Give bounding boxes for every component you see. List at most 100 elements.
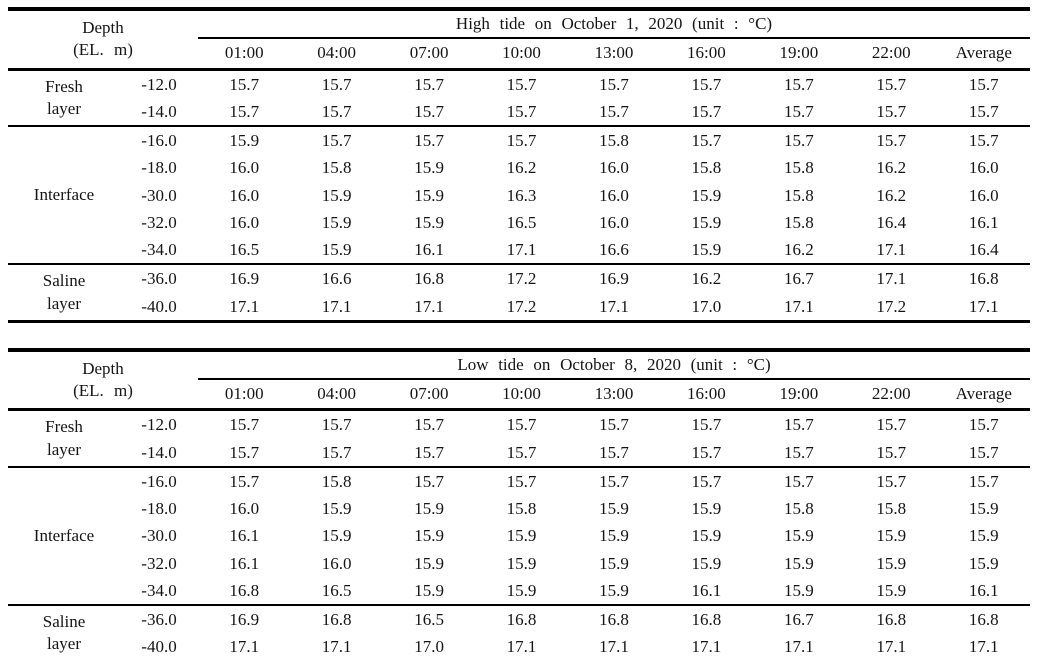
value-cell: 15.7 bbox=[321, 74, 352, 94]
value-cell: 15.8 bbox=[783, 212, 814, 232]
value-cell: 15.7 bbox=[752, 465, 846, 495]
value-cell: 16.1 bbox=[691, 580, 722, 600]
value-cell: 15.9 bbox=[691, 526, 722, 546]
depth-header-cell: Depth (EL. m) bbox=[8, 11, 199, 71]
value-cell: 16.5 bbox=[382, 603, 476, 634]
value-cell: 16.5 bbox=[229, 240, 260, 259]
value-cell: 15.8 bbox=[321, 158, 352, 178]
table-caption: Low tide on October 8, 2020 (unit : °C) bbox=[198, 351, 1030, 381]
value-cell: 17.1 bbox=[599, 296, 629, 316]
value-cell: 16.8 bbox=[475, 603, 568, 634]
layer-label-cell: Fresh layer bbox=[45, 417, 83, 459]
value-cell: 15.9 bbox=[414, 212, 444, 232]
value-cell: 16.8 bbox=[937, 263, 1030, 293]
time-column-header: Average bbox=[937, 379, 1030, 412]
value-cell: 15.7 bbox=[937, 124, 1030, 155]
layer-label-cell: Interface bbox=[8, 124, 120, 265]
value-cell: 15.7 bbox=[229, 101, 260, 121]
value-cell: 15.7 bbox=[783, 101, 814, 121]
value-cell: 15.9 bbox=[599, 553, 629, 573]
value-cell: 15.7 bbox=[660, 465, 753, 495]
value-cell: 15.9 bbox=[506, 526, 537, 546]
value-cell: 15.9 bbox=[968, 526, 999, 546]
value-cell: 16.0 bbox=[968, 158, 999, 178]
value-cell: 15.7 bbox=[475, 124, 568, 155]
value-cell: 15.7 bbox=[506, 74, 537, 94]
value-cell: 15.7 bbox=[290, 124, 383, 155]
value-cell: 15.9 bbox=[691, 185, 722, 205]
table-row: -34.0 16.5 15.9 16.1 17.1 16.6 15.9 16.2 17.1 16.… bbox=[8, 236, 1030, 264]
value-cell: 15.9 bbox=[414, 580, 444, 600]
depth-cell: -36.0 bbox=[120, 263, 199, 293]
top-double-rule bbox=[8, 7, 1030, 11]
value-cell: 15.9 bbox=[876, 580, 907, 600]
value-cell: 15.8 bbox=[567, 124, 661, 155]
value-cell: 15.7 bbox=[691, 101, 722, 121]
value-cell: 15.9 bbox=[321, 526, 352, 546]
value-cell: 16.0 bbox=[599, 212, 629, 232]
table-row: -14.0 15.7 15.7 15.7 15.7 15.7 15.7 15.7 15.7 15.… bbox=[8, 439, 1030, 467]
value-cell: 15.7 bbox=[783, 442, 814, 462]
value-cell: 16.8 bbox=[660, 603, 753, 634]
depth-cell: -30.0 bbox=[141, 526, 177, 546]
table-row: -34.0 16.8 16.5 15.9 15.9 15.9 16.1 15.9 15.9 16.… bbox=[8, 577, 1030, 605]
value-cell: 15.7 bbox=[506, 442, 537, 462]
value-cell: 16.9 bbox=[198, 603, 291, 634]
table-caption: High tide on October 1, 2020 (unit : °C) bbox=[198, 11, 1030, 40]
value-cell: 17.1 bbox=[229, 637, 260, 656]
value-cell: 15.7 bbox=[876, 74, 907, 94]
value-cell: 15.7 bbox=[783, 74, 814, 94]
time-column-header: 01:00 bbox=[198, 379, 291, 412]
value-cell: 15.8 bbox=[876, 499, 907, 518]
value-cell: 15.9 bbox=[876, 526, 907, 546]
value-cell: 17.1 bbox=[876, 240, 907, 259]
value-cell: 16.9 bbox=[567, 263, 661, 293]
value-cell: 15.9 bbox=[321, 240, 352, 259]
top-double-rule bbox=[8, 347, 1030, 352]
depth-cell: -12.0 bbox=[141, 74, 177, 94]
depth-cell: -18.0 bbox=[141, 158, 177, 178]
value-cell: 16.7 bbox=[752, 603, 846, 634]
depth-cell: -34.0 bbox=[141, 580, 177, 600]
layer-label-cell: Saline layer bbox=[8, 263, 120, 322]
value-cell: 15.8 bbox=[783, 499, 814, 518]
depth-cell: -40.0 bbox=[141, 637, 177, 656]
time-column-header: 01:00 bbox=[198, 38, 291, 71]
value-cell: 16.0 bbox=[229, 185, 260, 205]
table-row: -30.0 16.1 15.9 15.9 15.9 15.9 15.9 15.9 15.9 15.… bbox=[8, 522, 1030, 549]
value-cell: 16.2 bbox=[783, 240, 814, 259]
value-cell: 16.2 bbox=[506, 158, 537, 178]
value-cell: 15.7 bbox=[198, 465, 291, 495]
table-row: Interface -16.0 15.7 15.8 15.7 15.7 15.7 15.7 15… bbox=[8, 465, 1030, 605]
layer-label-cell: Saline layer bbox=[8, 604, 120, 656]
value-cell: 15.9 bbox=[198, 124, 291, 155]
value-cell: 16.6 bbox=[599, 240, 629, 259]
time-column-header: 16:00 bbox=[660, 38, 753, 71]
value-cell: 16.1 bbox=[968, 212, 999, 232]
value-cell: 15.7 bbox=[567, 465, 661, 495]
value-cell: 15.7 bbox=[599, 74, 629, 94]
value-cell: 15.7 bbox=[691, 74, 722, 94]
time-column-header: 10:00 bbox=[475, 379, 568, 412]
depth-cell: -16.0 bbox=[120, 124, 199, 155]
time-column-header: 22:00 bbox=[845, 38, 938, 71]
value-cell: 16.8 bbox=[229, 580, 260, 600]
table-row: -32.0 16.0 15.9 15.9 16.5 16.0 15.9 15.8 16.4 16.… bbox=[8, 209, 1030, 236]
depth-cell: -18.0 bbox=[141, 499, 177, 518]
value-cell: 16.5 bbox=[506, 212, 537, 232]
value-cell: 17.1 bbox=[691, 637, 722, 656]
value-cell: 15.7 bbox=[382, 465, 476, 495]
value-cell: 15.7 bbox=[414, 101, 444, 121]
value-cell: 16.0 bbox=[599, 158, 629, 178]
value-cell: 15.7 bbox=[968, 74, 999, 94]
value-cell: 15.8 bbox=[290, 465, 383, 495]
time-column-header: 13:00 bbox=[567, 379, 661, 412]
value-cell: 17.2 bbox=[506, 296, 537, 316]
value-cell: 16.8 bbox=[567, 603, 661, 634]
value-cell: 16.8 bbox=[937, 603, 1030, 634]
table-row: Saline layer -36.0 16.9 16.6 16.8 17.2 16.9 16.2… bbox=[8, 263, 1030, 322]
value-cell: 17.1 bbox=[506, 240, 537, 259]
depth-header-line2: (EL. m) bbox=[73, 381, 133, 400]
table-row: Interface -16.0 15.9 15.7 15.7 15.7 15.8 15.7 15… bbox=[8, 124, 1030, 265]
value-cell: 15.7 bbox=[599, 415, 629, 435]
